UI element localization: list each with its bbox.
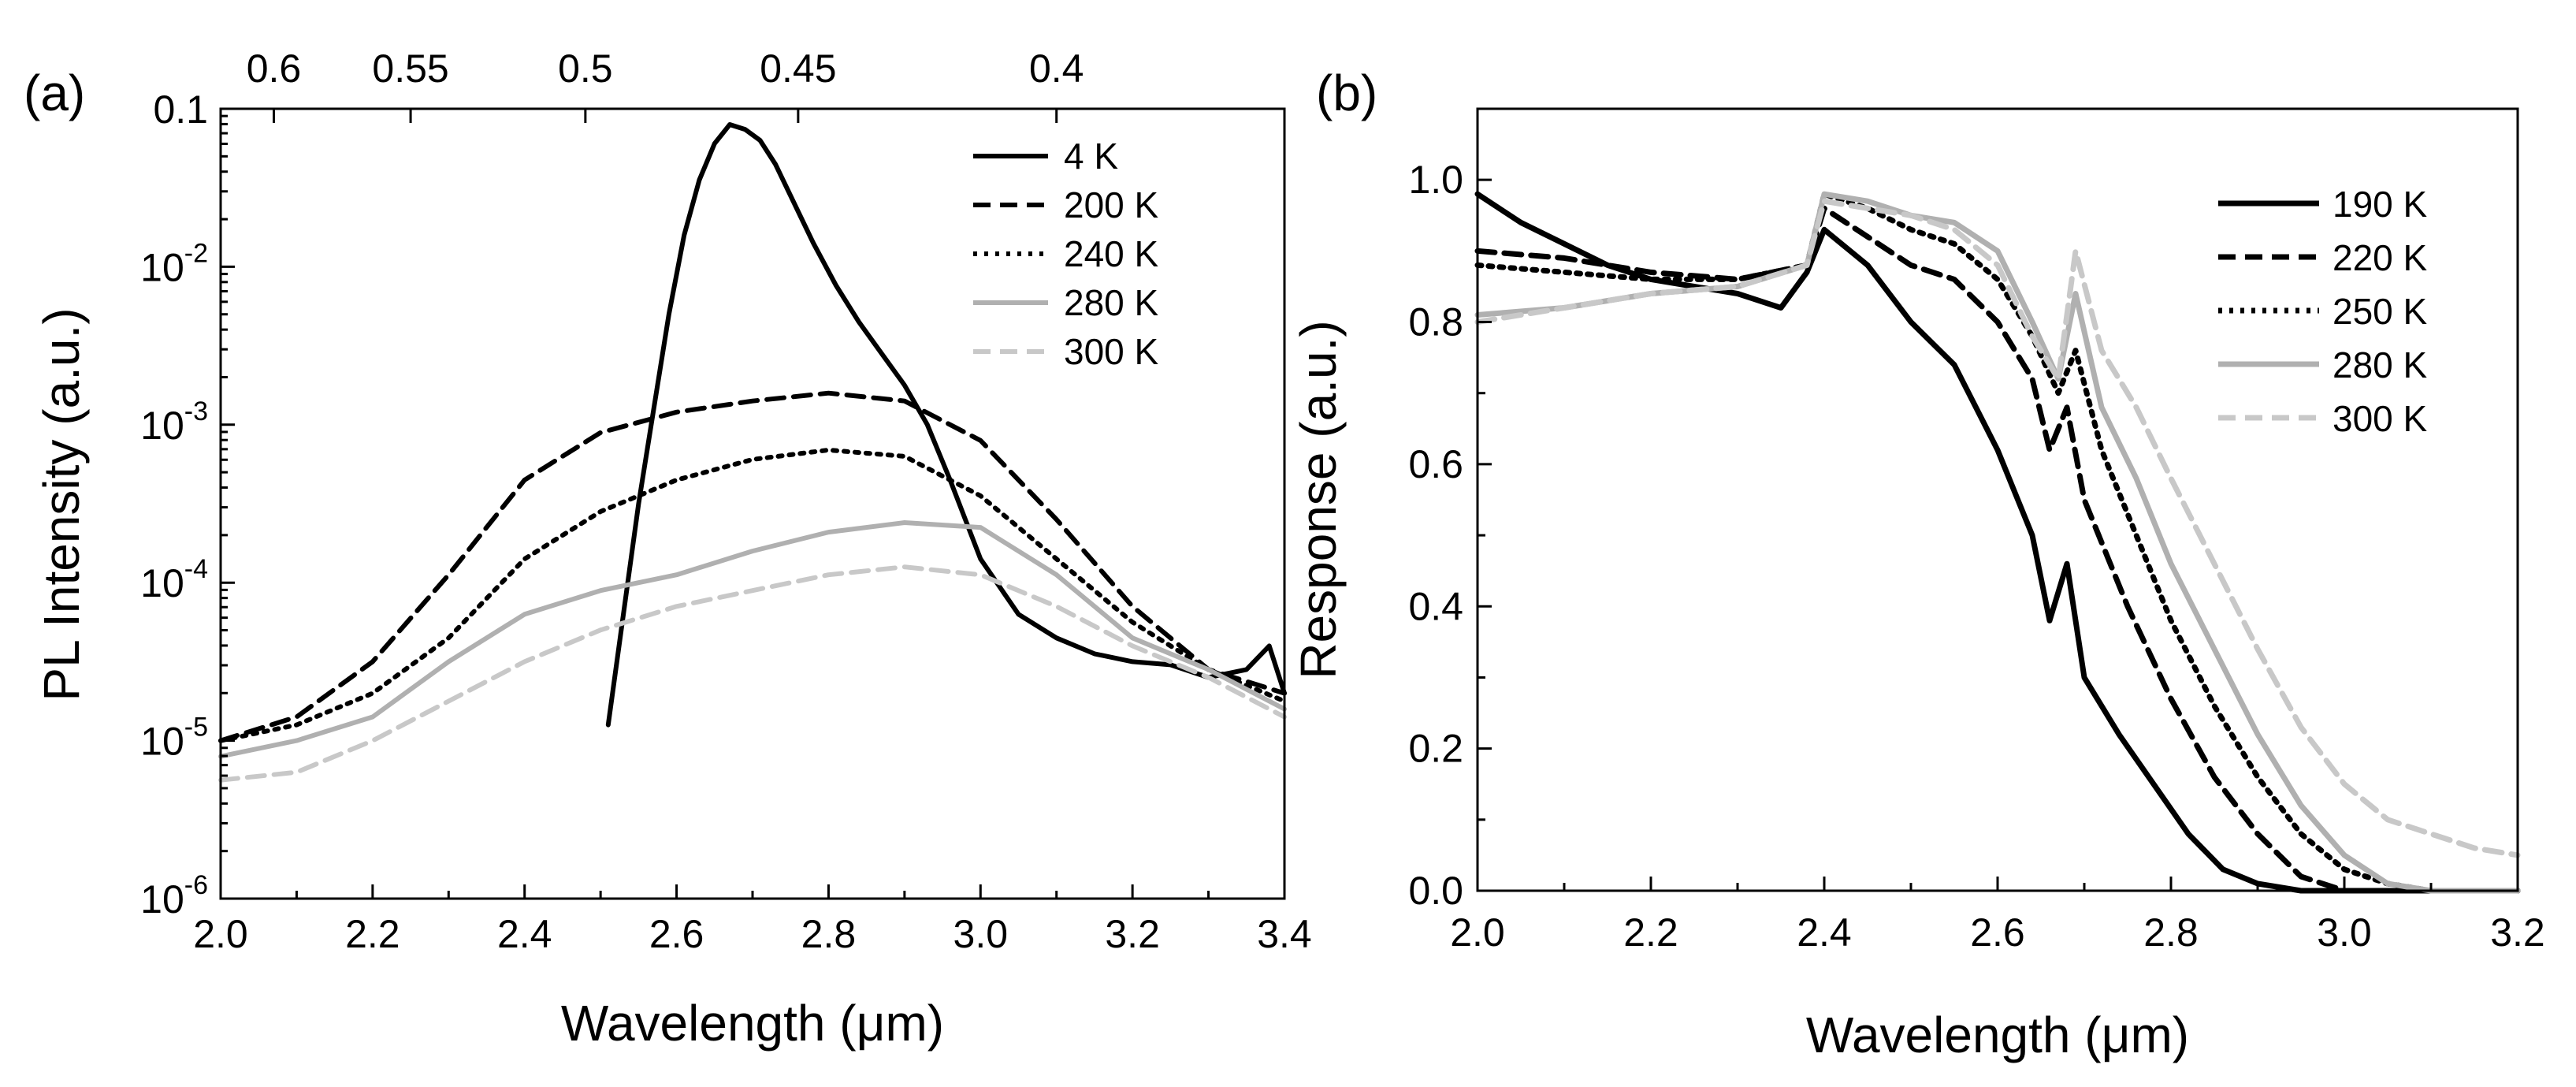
panel-b-y-tick-label: 1.0 — [1408, 158, 1463, 202]
panel-b-legend: 190 K 220 K 250 K 280 K 300 K — [2218, 184, 2428, 439]
panel-b-x-tick-label: 2.8 — [2143, 910, 2199, 955]
panel-b-legend-label: 280 K — [2333, 344, 2428, 385]
panel-a-x-axis-title: Wavelength (μm) — [561, 995, 944, 1052]
panel-a-frame — [219, 107, 1286, 900]
panel-a-series — [218, 122, 1287, 783]
panel-a-y-tick-label: 0.1 — [153, 87, 208, 132]
panel-b-y-tick-label: 0.4 — [1408, 584, 1463, 628]
panel-b-series-line-4 — [1474, 198, 2521, 858]
panel-b-x-tick-label: 3.2 — [2490, 910, 2545, 955]
panel-a-top-tick-label: 0.5 — [558, 47, 613, 91]
panel-a-x-tick-label: 3.4 — [1257, 912, 1312, 956]
panel-a-top-tick-label: 0.4 — [1029, 47, 1084, 91]
panel-a-legend-label: 300 K — [1064, 331, 1159, 372]
panel-a-x-ticks: 2.0 2.2 2.4 2.6 2.8 3.0 3.2 3.4 — [193, 884, 1312, 956]
panel-b-series — [1474, 191, 2521, 894]
panel-b-x-tick-label: 2.4 — [1797, 910, 1852, 955]
panel-b-y-tick-label: 0.2 — [1408, 727, 1463, 771]
panel-b-x-tick-label: 2.2 — [1623, 910, 1678, 955]
panel-a-label: (a) — [24, 65, 85, 121]
panel-b-y-tick-label: 0.8 — [1408, 300, 1463, 344]
panel-a-y-tick-label: 10-3 — [140, 396, 208, 448]
panel-b-frame — [1476, 107, 2519, 892]
panel-a-series-line-4 — [218, 564, 1287, 783]
panel-b-x-tick-label: 2.6 — [1970, 910, 2025, 955]
panel-b: (b) 2.0 2.2 2.4 2.6 2.8 3.0 3.2 0.00.20.40.60.… — [1290, 65, 2545, 1063]
panel-b-label: (b) — [1316, 65, 1377, 121]
panel-b-y-tick-label: 0.0 — [1408, 869, 1463, 913]
panel-a-y-axis-title: PL Intensity (a.u.) — [33, 307, 90, 701]
panel-a-x-tick-label: 2.8 — [801, 912, 857, 956]
panel-b-legend-label: 300 K — [2333, 398, 2428, 439]
panel-b-y-tick-label: 0.6 — [1408, 442, 1463, 486]
panel-a-x-tick-label: 2.0 — [193, 912, 248, 956]
panel-a-top-ticks: 0.6 0.55 0.5 0.45 0.4 — [247, 47, 1084, 123]
panel-a-y-tick-label: 10-4 — [140, 554, 208, 605]
panel-a-top-tick-label: 0.55 — [372, 47, 448, 91]
panel-b-x-tick-label: 3.0 — [2317, 910, 2372, 955]
panel-b-x-ticks: 2.0 2.2 2.4 2.6 2.8 3.0 3.2 — [1450, 877, 2545, 955]
panel-a-y-tick-label: 10-2 — [140, 238, 208, 289]
panel-a-top-tick-label: 0.6 — [247, 47, 302, 91]
panel-a-top-tick-label: 0.45 — [760, 47, 836, 91]
panel-a-x-tick-label: 2.4 — [497, 912, 552, 956]
panel-b-y-ticks: 0.0 0.2 0.4 0.6 0.8 1.0 — [1408, 107, 1492, 913]
panel-a-x-tick-label: 3.0 — [953, 912, 1009, 956]
panel-b-legend-label: 220 K — [2333, 237, 2428, 278]
panel-a-series-line-3 — [218, 520, 1287, 759]
panel-a-legend-label: 240 K — [1064, 233, 1159, 274]
panel-a-legend-label: 4 K — [1064, 136, 1118, 177]
panel-a-series-line-1 — [218, 390, 1287, 743]
panel-b-y-axis-title: Response (a.u.) — [1290, 320, 1347, 679]
panel-a-y-tick-label: 10-5 — [140, 713, 208, 764]
panel-b-x-tick-label: 2.0 — [1450, 910, 1505, 955]
panel-a-y-ticks: 10-6 10-5 10-4 10-3 10-2 0.1 — [140, 87, 235, 921]
panel-a-x-tick-label: 2.6 — [649, 912, 704, 956]
panel-a: (a) 2.0 2.2 2.4 2.6 2.8 3.0 3.2 3.4 10-610-510-… — [24, 47, 1312, 1052]
panel-a-y-tick-label: 10-6 — [140, 870, 208, 921]
panel-b-legend-label: 250 K — [2333, 291, 2428, 332]
panel-b-legend-label: 190 K — [2333, 184, 2428, 225]
panel-a-x-tick-label: 3.2 — [1105, 912, 1160, 956]
panel-b-x-axis-title: Wavelength (μm) — [1806, 1007, 2189, 1063]
panel-a-legend: 4 K 200 K 240 K 280 K 300 K — [973, 136, 1159, 372]
panel-a-series-line-2 — [218, 447, 1287, 743]
panel-a-series-line-0 — [605, 122, 1287, 728]
panel-a-x-tick-label: 2.2 — [345, 912, 400, 956]
panel-a-legend-label: 200 K — [1064, 184, 1159, 225]
panel-a-legend-label: 280 K — [1064, 282, 1159, 323]
